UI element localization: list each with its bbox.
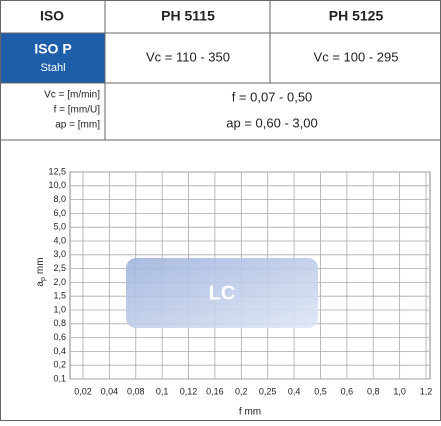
x-tick-label: 1,2	[420, 386, 433, 396]
x-tick-label: 0,1	[156, 386, 169, 396]
x-tick-label: 0,25	[259, 386, 277, 396]
y-label-sub: p	[40, 277, 47, 281]
material-cell	[1, 33, 105, 83]
y-tick-label: 4,0	[53, 235, 66, 245]
material-name: Stahl	[40, 62, 65, 74]
feed-range: f = 0,07 - 0,50	[232, 89, 313, 104]
x-tick-label: 0,4	[288, 386, 301, 396]
x-tick-label: 1,0	[393, 386, 406, 396]
x-tick-label: 0,8	[367, 386, 380, 396]
header-cell: PH 5125	[329, 8, 384, 24]
x-tick-label: 0,04	[101, 386, 119, 396]
x-tick-label: 0,16	[206, 386, 224, 396]
y-tick-label: 0,1	[53, 373, 66, 383]
y-axis-label: ap mm	[35, 257, 47, 286]
cutting-speed: Vc = 110 - 350	[146, 49, 230, 64]
y-tick-label: 1,0	[53, 304, 66, 314]
chart-grid	[69, 171, 431, 380]
y-label-unit: mm	[35, 257, 46, 274]
x-tick-label: 0,2	[235, 386, 248, 396]
depth-range: ap = 0,60 - 3,00	[226, 115, 317, 130]
y-tick-label: 2,5	[53, 263, 66, 273]
y-tick-label: 6,0	[53, 208, 66, 218]
header-cell: PH 5115	[161, 8, 215, 24]
region-label: LC	[209, 282, 236, 304]
x-tick-label: 0,12	[180, 386, 198, 396]
y-tick-label: 0,4	[53, 346, 66, 356]
unit-label: ap = [mm]	[55, 120, 100, 131]
x-tick-label: 0,08	[127, 386, 145, 396]
y-tick-label: 8,0	[53, 194, 66, 204]
y-tick-label: 3,0	[53, 249, 66, 259]
y-tick-label: 10,0	[48, 180, 66, 190]
y-tick-label: 0,6	[53, 332, 66, 342]
unit-label: f = [mm/U]	[54, 105, 101, 116]
y-tick-label: 12,5	[48, 166, 66, 176]
y-tick-label: 0,2	[53, 360, 66, 370]
y-tick-label: 0,8	[53, 318, 66, 328]
lc-region	[126, 258, 318, 328]
x-axis-label: f mm	[239, 407, 261, 418]
cutting-speed: Vc = 100 - 295	[314, 49, 399, 64]
header-cell: ISO	[40, 8, 64, 24]
material-code: ISO P	[34, 41, 71, 57]
x-tick-label: 0,02	[74, 386, 92, 396]
y-tick-label: 1,5	[53, 291, 66, 301]
y-label-main: a	[35, 281, 46, 287]
x-tick-label: 0,6	[341, 386, 354, 396]
y-tick-label: 5,0	[53, 222, 66, 232]
x-tick-label: 0,5	[314, 386, 327, 396]
y-tick-label: 2,0	[53, 277, 66, 287]
unit-label: Vc = [m/min]	[44, 90, 100, 101]
